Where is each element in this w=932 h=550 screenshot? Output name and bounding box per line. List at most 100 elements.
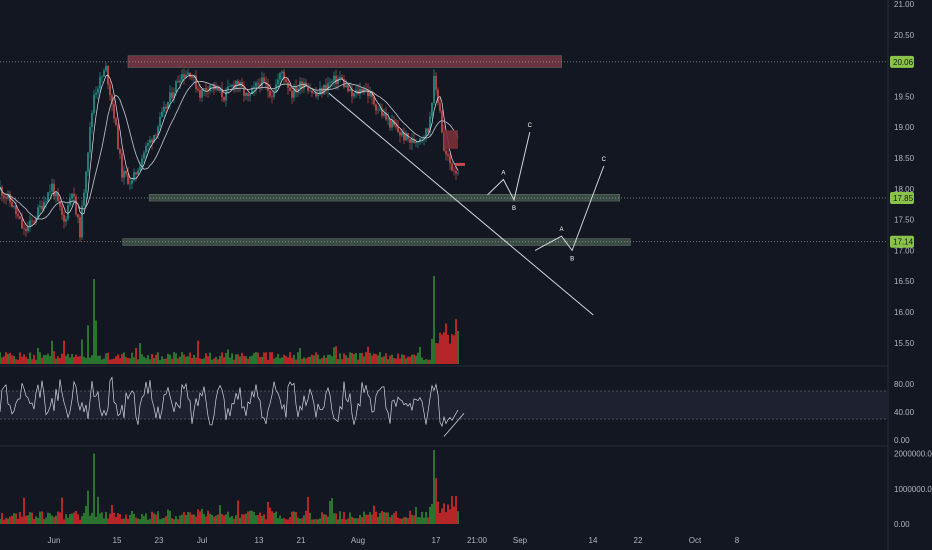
candle[interactable] [103, 68, 105, 78]
candle[interactable] [377, 106, 379, 114]
candle[interactable] [275, 79, 277, 93]
candle[interactable] [165, 103, 167, 114]
candle[interactable] [35, 215, 37, 226]
candle[interactable] [3, 193, 5, 204]
candle[interactable] [197, 85, 199, 93]
candle[interactable] [331, 78, 333, 87]
candle[interactable] [313, 90, 315, 94]
candle[interactable] [433, 69, 435, 105]
candle[interactable] [149, 135, 151, 149]
candle[interactable] [279, 71, 281, 87]
candle[interactable] [435, 72, 437, 96]
candle[interactable] [37, 204, 39, 220]
candle[interactable] [223, 96, 225, 103]
candle[interactable] [409, 138, 411, 150]
candle[interactable] [415, 138, 417, 148]
candle[interactable] [245, 92, 247, 101]
candle[interactable] [133, 168, 135, 183]
candle[interactable] [413, 133, 415, 144]
candle[interactable] [159, 112, 161, 132]
candle[interactable] [405, 130, 407, 142]
candle[interactable] [375, 103, 377, 115]
candle[interactable] [439, 97, 441, 114]
candle[interactable] [383, 108, 385, 118]
candle[interactable] [39, 200, 41, 215]
candle[interactable] [453, 166, 455, 176]
candle[interactable] [51, 178, 53, 195]
candle[interactable] [205, 83, 207, 97]
candle[interactable] [287, 77, 289, 96]
candle[interactable] [219, 85, 221, 94]
candle[interactable] [17, 208, 19, 220]
candle[interactable] [213, 81, 215, 95]
candle[interactable] [7, 190, 9, 201]
candle[interactable] [325, 78, 327, 95]
candle[interactable] [201, 87, 203, 103]
candle[interactable] [389, 118, 391, 131]
candle[interactable] [135, 171, 137, 182]
projection-wave-1[interactable] [487, 131, 531, 202]
price-axis[interactable]: 21.00 20.50 19.50 19.00 18.50 18.00 17.50 17.00… [890, 0, 932, 529]
candle[interactable] [47, 191, 49, 203]
candle[interactable] [55, 191, 57, 203]
candlestick-series[interactable] [0, 62, 459, 242]
candle[interactable] [177, 75, 179, 83]
price-badge[interactable] [890, 235, 914, 248]
candle[interactable] [295, 79, 297, 98]
candle[interactable] [49, 184, 51, 196]
candle[interactable] [185, 70, 187, 78]
candle[interactable] [117, 123, 119, 150]
candle[interactable] [27, 221, 29, 234]
candle[interactable] [369, 86, 371, 99]
candle[interactable] [67, 203, 69, 221]
candle[interactable] [125, 170, 127, 178]
candle[interactable] [63, 210, 65, 229]
candle[interactable] [95, 86, 97, 99]
candle[interactable] [391, 114, 393, 131]
candle[interactable] [255, 80, 257, 94]
candle[interactable] [207, 85, 209, 98]
candle[interactable] [281, 70, 283, 80]
candle[interactable] [337, 75, 339, 91]
candle[interactable] [109, 80, 111, 101]
candle[interactable] [227, 79, 229, 95]
candle[interactable] [385, 107, 387, 122]
candle[interactable] [171, 87, 173, 101]
candle[interactable] [151, 137, 153, 150]
candle[interactable] [283, 68, 285, 86]
candle[interactable] [187, 68, 189, 76]
candle[interactable] [93, 89, 95, 116]
candle[interactable] [45, 198, 47, 209]
candle[interactable] [115, 117, 117, 127]
candle[interactable] [403, 127, 405, 145]
candle[interactable] [449, 153, 451, 170]
projection-wave-2[interactable] [534, 165, 605, 252]
candle[interactable] [411, 133, 413, 150]
candle[interactable] [161, 106, 163, 119]
candle[interactable] [129, 176, 131, 191]
candle[interactable] [29, 215, 31, 233]
candle[interactable] [83, 188, 85, 208]
candle[interactable] [77, 213, 79, 223]
candle[interactable] [333, 71, 335, 88]
candle[interactable] [137, 167, 139, 175]
candle[interactable] [91, 109, 93, 134]
candle[interactable] [297, 84, 299, 98]
candle[interactable] [259, 77, 261, 93]
candle[interactable] [395, 119, 397, 130]
candle[interactable] [335, 69, 337, 90]
rsi-line[interactable] [0, 376, 459, 428]
candle[interactable] [291, 87, 293, 104]
candle[interactable] [41, 200, 43, 211]
candle[interactable] [307, 82, 309, 94]
candle[interactable] [373, 92, 375, 107]
candle[interactable] [239, 80, 241, 93]
candle[interactable] [417, 141, 419, 149]
candle[interactable] [429, 111, 431, 136]
candle[interactable] [447, 148, 449, 161]
marker-box[interactable] [444, 130, 458, 149]
candle[interactable] [163, 101, 165, 117]
candle[interactable] [425, 127, 427, 143]
candle[interactable] [87, 151, 89, 177]
